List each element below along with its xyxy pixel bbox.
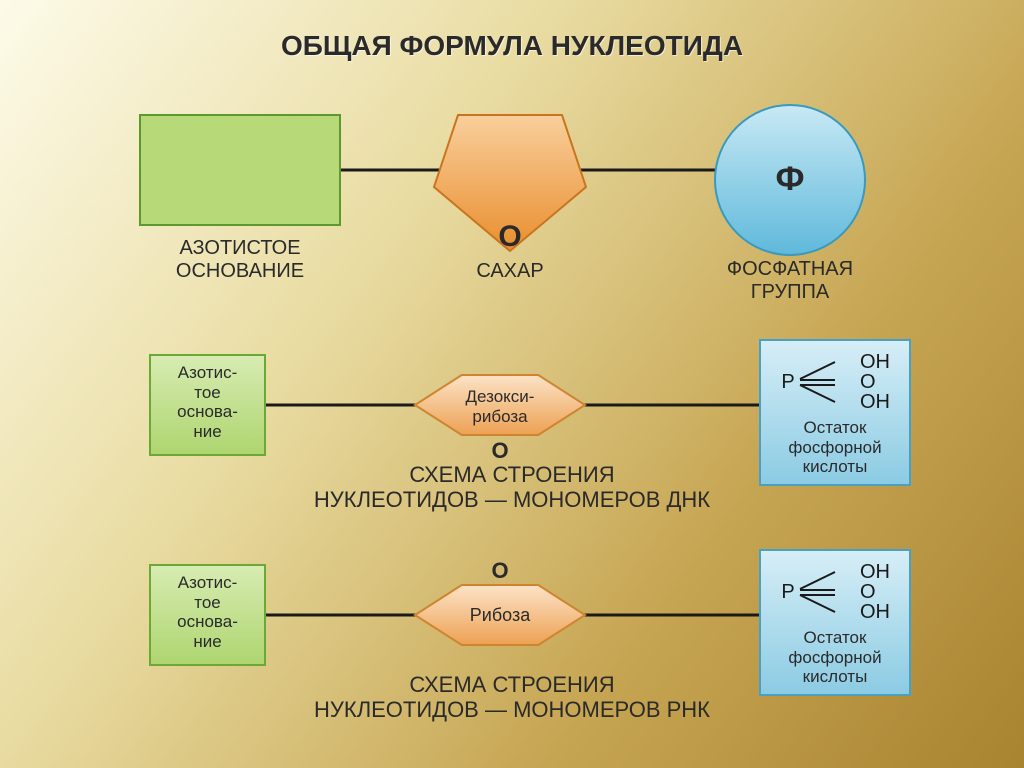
sugar-o-label: О xyxy=(480,220,540,255)
nbase-label: АЗОТИСТОЕОСНОВАНИЕ xyxy=(120,237,360,283)
svg-text:OH: OH xyxy=(860,561,890,583)
phosphate-label: ФОСФАТНАЯГРУППА xyxy=(690,258,890,304)
dna-sugar-text: Дезокси-рибоза xyxy=(415,387,585,426)
rna-sugar-o: О xyxy=(480,558,520,583)
sugar-label: САХАР xyxy=(440,260,580,283)
nucleotide-diagram: { "canvas": { "w": 1024, "h": 768, "bg_g… xyxy=(0,0,1024,768)
svg-text:O: O xyxy=(860,581,876,603)
svg-text:OH: OH xyxy=(860,391,890,413)
rna-sugar-text: Рибоза xyxy=(415,605,585,626)
svg-text:O: O xyxy=(860,371,876,393)
rna-nbase-text: Азотис-тоеоснова-ние xyxy=(150,573,265,651)
svg-text:OH: OH xyxy=(860,601,890,623)
dna-nbase-text: Азотис-тоеоснова-ние xyxy=(150,363,265,441)
dna-phos-caption: Остатокфосфорнойкислоты xyxy=(760,418,910,477)
svg-text:P: P xyxy=(781,371,794,393)
rna-phos-caption: Остатокфосфорнойкислоты xyxy=(760,628,910,687)
svg-text:OH: OH xyxy=(860,351,890,373)
svg-text:P: P xyxy=(781,581,794,603)
dna-sugar-o: О xyxy=(480,438,520,463)
phosphate-letter: Ф xyxy=(760,160,820,199)
main-title: ОБЩАЯ ФОРМУЛА НУКЛЕОТИДА xyxy=(0,30,1024,62)
